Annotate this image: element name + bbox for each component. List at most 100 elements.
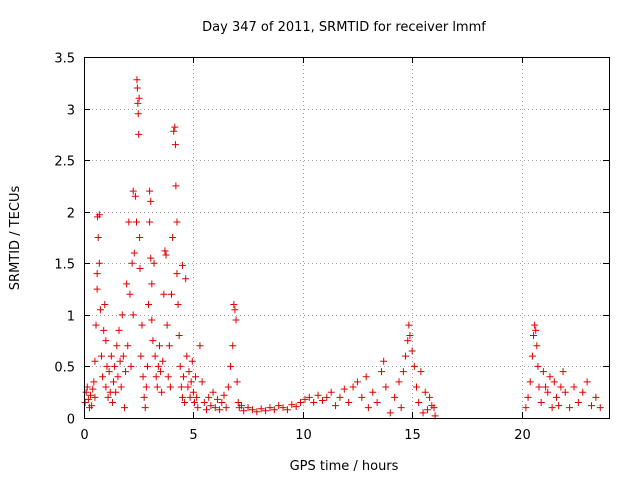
data-point xyxy=(238,402,245,410)
data-point xyxy=(216,406,224,414)
data-point xyxy=(148,280,156,288)
data-point xyxy=(557,383,565,391)
data-point xyxy=(130,249,138,257)
data-point xyxy=(231,306,239,314)
data-point xyxy=(140,393,148,401)
data-point xyxy=(129,311,137,319)
data-point xyxy=(133,76,141,84)
data-point xyxy=(158,388,166,396)
data-point xyxy=(426,393,434,401)
data-point xyxy=(386,409,394,417)
data-point xyxy=(129,187,137,195)
data-point xyxy=(187,378,195,386)
chart-title: Day 347 of 2011, SRMTID for receiver lmm… xyxy=(202,20,486,35)
data-point xyxy=(234,399,242,407)
data-point xyxy=(227,362,235,370)
data-point xyxy=(113,342,121,350)
data-point xyxy=(146,187,154,195)
data-point xyxy=(275,402,283,410)
data-point xyxy=(362,373,370,381)
data-point xyxy=(559,368,567,376)
data-point xyxy=(151,352,159,360)
data-point xyxy=(327,388,335,396)
data-point xyxy=(115,326,123,334)
data-point xyxy=(114,373,122,381)
data-point xyxy=(177,383,185,391)
data-point xyxy=(172,182,180,190)
data-point xyxy=(159,357,167,365)
data-point xyxy=(546,373,554,381)
y-tick-label: 1 xyxy=(67,310,75,325)
x-axis-title: GPS time / hours xyxy=(290,459,399,474)
data-point xyxy=(174,301,182,309)
data-point xyxy=(181,399,189,407)
x-tick-label: 0 xyxy=(80,428,88,443)
y-tick-label: 2 xyxy=(67,207,75,222)
data-point xyxy=(169,234,177,241)
data-point xyxy=(136,264,144,272)
data-point xyxy=(410,362,418,370)
data-point xyxy=(95,259,103,267)
data-point xyxy=(139,373,147,381)
data-point xyxy=(395,378,403,386)
data-point xyxy=(91,357,99,365)
data-point xyxy=(583,378,591,386)
plot-frame xyxy=(84,57,610,419)
data-point xyxy=(162,251,170,259)
data-point xyxy=(232,316,240,324)
data-point xyxy=(417,368,425,376)
data-point xyxy=(405,321,413,329)
data-point xyxy=(408,347,416,355)
data-point xyxy=(579,388,587,396)
data-point xyxy=(200,399,208,407)
y-tick-label: 0 xyxy=(67,413,75,428)
data-point xyxy=(142,383,150,391)
data-point xyxy=(419,409,427,417)
data-point xyxy=(279,404,287,412)
data-point xyxy=(98,352,105,360)
data-point xyxy=(544,388,552,396)
data-point xyxy=(82,388,90,396)
data-point xyxy=(134,110,142,118)
data-point xyxy=(233,378,241,386)
data-point xyxy=(530,331,538,339)
data-point xyxy=(178,393,186,401)
data-point xyxy=(222,404,230,412)
data-point xyxy=(120,404,128,412)
data-point xyxy=(391,393,399,401)
data-point xyxy=(550,378,558,386)
data-point xyxy=(143,362,151,370)
data-point xyxy=(149,337,157,345)
data-point xyxy=(283,406,291,414)
y-tick-label: 2.5 xyxy=(54,155,75,170)
data-point xyxy=(178,261,186,269)
data-point xyxy=(146,218,154,226)
data-point xyxy=(107,352,115,360)
data-point xyxy=(555,402,563,410)
data-point xyxy=(537,399,545,407)
data-point xyxy=(382,383,390,391)
data-point xyxy=(257,405,265,413)
data-point xyxy=(175,331,183,339)
data-point xyxy=(430,404,438,412)
data-point xyxy=(183,352,191,360)
data-point xyxy=(105,368,113,376)
data-point xyxy=(127,362,135,370)
data-point xyxy=(596,404,604,412)
data-point xyxy=(136,234,144,241)
data-point xyxy=(588,402,595,410)
data-point xyxy=(194,404,202,412)
data-point xyxy=(185,368,193,376)
data-point xyxy=(574,399,582,407)
y-tick-label: 0.5 xyxy=(54,361,75,376)
data-point xyxy=(104,393,112,401)
data-point xyxy=(534,362,542,370)
data-point xyxy=(415,399,423,407)
data-point xyxy=(118,311,126,319)
data-point xyxy=(96,306,104,314)
data-point xyxy=(91,393,99,401)
data-point xyxy=(170,127,178,135)
data-point xyxy=(116,357,124,365)
